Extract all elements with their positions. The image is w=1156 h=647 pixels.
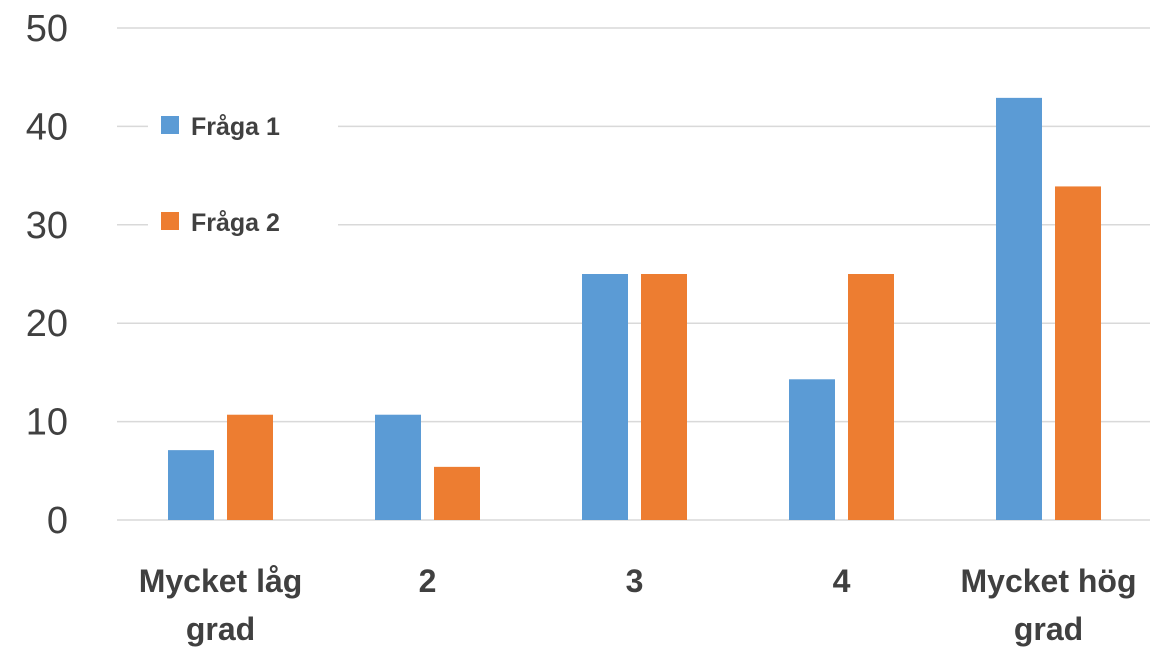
legend: Fråga 1 Fråga 2 — [148, 98, 338, 248]
bar-series-2-cat-1 — [227, 414, 273, 520]
legend-background — [148, 98, 338, 248]
x-axis-categories: Mycket låg grad 2 3 4 Mycket hög grad — [139, 563, 1137, 647]
y-tick-label: 0 — [47, 500, 68, 542]
x-category-label: grad — [186, 611, 255, 647]
bar-series-2-cat-4 — [848, 274, 894, 520]
bar-series-2-cat-2 — [434, 466, 480, 520]
bar-series-1-cat-1 — [168, 450, 214, 520]
x-category-label: 4 — [833, 563, 851, 599]
x-category-label: 2 — [419, 563, 437, 599]
y-tick-label: 30 — [26, 205, 68, 247]
bar-series-1-cat-5 — [996, 97, 1042, 520]
y-tick-label: 20 — [26, 303, 68, 345]
bar-series-1-cat-3 — [582, 274, 628, 520]
x-category-label: Mycket hög — [960, 563, 1136, 599]
x-category-label: 3 — [626, 563, 644, 599]
y-tick-label: 50 — [26, 8, 68, 50]
x-category-label: grad — [1014, 611, 1083, 647]
y-axis-ticks: 0 10 20 30 40 50 — [26, 8, 68, 542]
y-tick-label: 10 — [26, 402, 68, 444]
bar-series-2-cat-5 — [1055, 186, 1101, 520]
bar-series-1-cat-4 — [789, 379, 835, 520]
bar-series-1-cat-2 — [375, 414, 421, 520]
x-category-label: Mycket låg — [139, 563, 303, 599]
legend-swatch-fraga-2 — [161, 212, 179, 230]
legend-label-fraga-1: Fråga 1 — [191, 113, 280, 141]
y-tick-label: 40 — [26, 106, 68, 148]
bars — [168, 97, 1101, 520]
legend-swatch-fraga-1 — [161, 116, 179, 134]
bar-series-2-cat-3 — [641, 274, 687, 520]
legend-label-fraga-2: Fråga 2 — [191, 209, 280, 237]
